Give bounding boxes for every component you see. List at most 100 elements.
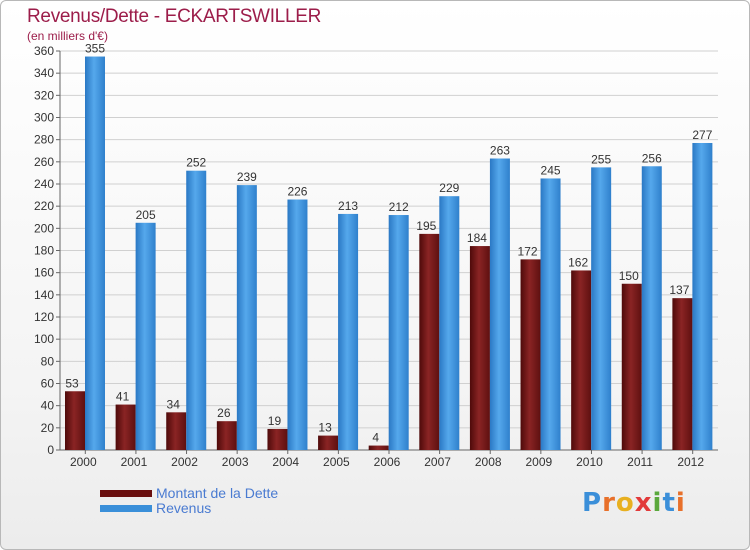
chart-title: Revenus/Dette - ECKARTSWILLER: [27, 6, 322, 27]
x-tick-label: 2009: [525, 455, 552, 469]
bar-dette: [672, 298, 693, 450]
data-label-dette: 26: [217, 406, 231, 420]
logo-letter: r: [602, 488, 616, 518]
bar-dette: [115, 404, 136, 450]
legend-swatch-dette: [100, 490, 152, 497]
data-label-revenus: 255: [591, 152, 611, 166]
legend-item-dette: Montant de la Dette: [100, 486, 278, 501]
y-tick-label: 20: [41, 421, 55, 435]
data-label-revenus: 252: [186, 156, 206, 170]
x-tick-label: 2008: [475, 455, 502, 469]
logo-letter: i: [675, 488, 686, 518]
y-tick-label: 200: [34, 221, 54, 235]
y-tick-label: 140: [34, 288, 54, 302]
data-label-dette: 34: [167, 397, 181, 411]
data-label-revenus: 277: [692, 128, 712, 142]
x-tick-label: 2001: [121, 455, 148, 469]
bar-dette: [469, 246, 490, 450]
y-tick-label: 60: [41, 377, 55, 391]
bar-dette: [368, 445, 389, 450]
data-label-revenus: 212: [389, 200, 409, 214]
data-label-revenus: 239: [237, 170, 257, 184]
data-label-dette: 13: [318, 421, 332, 435]
data-label-dette: 4: [372, 431, 379, 445]
bar-revenus: [338, 213, 359, 450]
x-tick-label: 2010: [576, 455, 603, 469]
logo-letter: i: [652, 488, 663, 518]
data-label-dette: 172: [518, 244, 538, 258]
y-tick-label: 260: [34, 155, 54, 169]
bar-dette: [65, 391, 85, 450]
logo-letter: x: [634, 488, 653, 518]
bar-dette: [520, 259, 541, 450]
chart-subtitle: (en milliers d'€): [27, 29, 108, 43]
data-label-dette: 162: [568, 255, 588, 269]
data-label-revenus: 263: [490, 144, 510, 158]
bar-revenus: [489, 158, 510, 450]
y-tick-label: 80: [41, 354, 55, 368]
bar-dette: [318, 435, 339, 450]
bar-dette: [216, 421, 237, 450]
x-tick-label: 2003: [222, 455, 249, 469]
y-tick-label: 320: [34, 88, 54, 102]
logo-letter: P: [582, 488, 603, 518]
data-label-revenus: 213: [338, 199, 358, 213]
data-label-dette: 195: [416, 219, 436, 233]
bar-dette: [166, 412, 187, 450]
x-tick-label: 2012: [677, 455, 704, 469]
y-tick-label: 160: [34, 266, 54, 280]
data-label-dette: 19: [268, 414, 282, 428]
x-tick-label: 2006: [374, 455, 401, 469]
y-tick-label: 280: [34, 133, 54, 147]
bar-dette: [267, 428, 288, 450]
y-tick-label: 180: [34, 244, 54, 258]
y-tick-label: 0: [47, 443, 54, 457]
data-label-revenus: 256: [642, 151, 662, 165]
x-tick-label: 2002: [171, 455, 198, 469]
bar-dette: [571, 270, 592, 450]
bar-revenus: [388, 215, 409, 450]
y-tick-label: 360: [34, 44, 54, 58]
x-tick-label: 2000: [70, 455, 97, 469]
x-tick-label: 2007: [424, 455, 451, 469]
bar-revenus: [186, 170, 207, 450]
legend-label-revenus: Revenus: [156, 500, 212, 516]
logo-letter: o: [615, 488, 635, 518]
legend: Montant de la Dette Revenus: [100, 486, 278, 516]
bar-revenus: [591, 167, 612, 450]
bar-revenus: [236, 185, 257, 450]
bar-revenus: [85, 56, 105, 451]
proxiti-logo: Proxiti: [582, 488, 686, 518]
bar-revenus: [540, 178, 561, 451]
bar-dette: [419, 233, 440, 450]
x-tick-label: 2005: [323, 455, 350, 469]
y-tick-label: 340: [34, 66, 54, 80]
y-tick-label: 300: [34, 111, 54, 125]
x-tick-label: 2004: [272, 455, 299, 469]
data-label-revenus: 226: [287, 185, 307, 199]
legend-swatch-revenus: [100, 505, 152, 512]
data-label-revenus: 205: [136, 208, 156, 222]
data-label-dette: 184: [467, 231, 487, 245]
data-label-dette: 41: [116, 390, 130, 404]
y-tick-label: 40: [41, 399, 55, 413]
data-label-revenus: 229: [439, 181, 459, 195]
y-tick-label: 100: [34, 332, 54, 346]
bar-revenus: [135, 222, 156, 450]
y-tick-label: 120: [34, 310, 54, 324]
bar-dette: [621, 283, 642, 450]
bar-revenus: [287, 199, 308, 450]
y-tick-label: 220: [34, 199, 54, 213]
x-tick-label: 2011: [627, 455, 653, 469]
data-label-dette: 53: [65, 376, 79, 390]
data-label-dette: 137: [669, 283, 689, 297]
bar-revenus: [439, 196, 460, 450]
legend-item-revenus: Revenus: [100, 501, 278, 516]
bar-revenus: [641, 166, 662, 450]
bar-revenus: [692, 142, 713, 450]
data-label-revenus: 245: [541, 163, 561, 177]
data-label-dette: 150: [619, 269, 639, 283]
y-tick-label: 240: [34, 177, 54, 191]
